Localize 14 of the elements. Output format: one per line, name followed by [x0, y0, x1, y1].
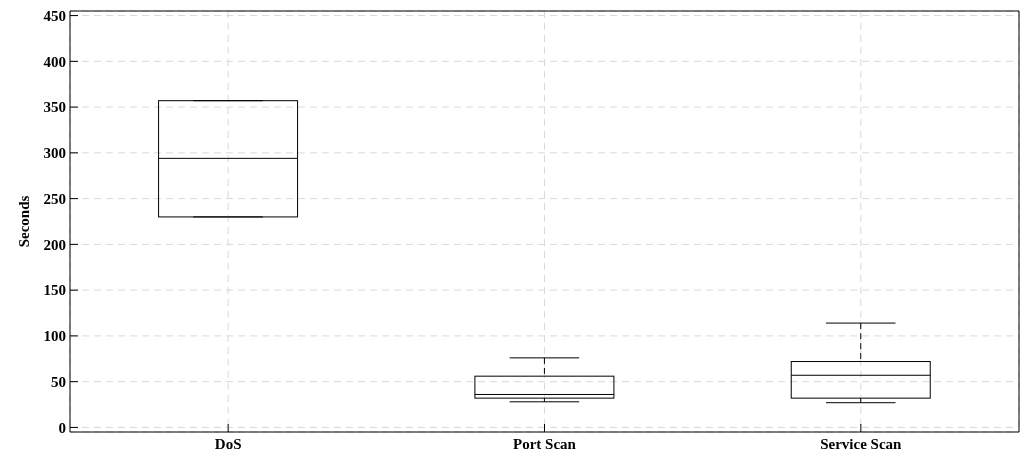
- y-tick-label: 450: [43, 7, 66, 24]
- x-tick-label: DoS: [214, 435, 242, 452]
- x-tick-label: Port Scan: [513, 435, 577, 452]
- x-tick-label: Service Scan: [820, 435, 903, 452]
- y-tick-label: 150: [43, 282, 66, 299]
- y-tick-label: 300: [43, 145, 66, 162]
- y-tick-label: 100: [43, 328, 66, 345]
- y-tick-label: 50: [51, 373, 66, 390]
- y-tick-label: 350: [43, 99, 66, 116]
- y-tick-label: 0: [58, 419, 66, 436]
- y-tick-label: 250: [43, 190, 66, 207]
- y-axis-title: Seconds: [16, 195, 33, 248]
- y-tick-label: 400: [43, 53, 66, 70]
- y-tick-label: 200: [43, 236, 66, 253]
